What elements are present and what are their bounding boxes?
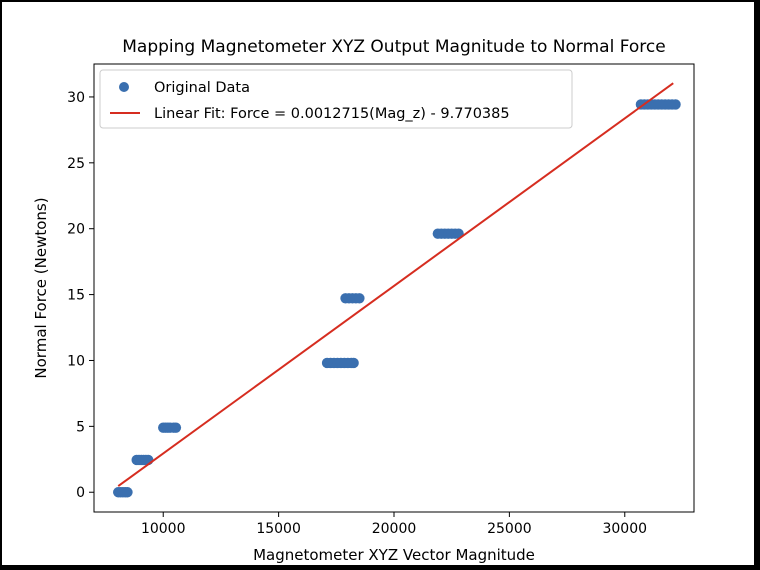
y-axis-ticks: 0 5 10 15 20 25 30 [67, 90, 94, 501]
plot-background [94, 64, 694, 512]
data-point [354, 293, 365, 304]
x-tick-label: 20000 [372, 521, 417, 537]
chart-title: Mapping Magnetometer XYZ Output Magnitud… [122, 37, 665, 57]
x-tick-label: 15000 [256, 521, 301, 537]
y-tick-label: 15 [67, 288, 85, 304]
linear-fit-line [117, 82, 674, 487]
legend-box [99, 69, 573, 129]
x-axis-label: Magnetometer XYZ Vector Magnitude [253, 546, 535, 564]
scatter-series-original-data [113, 99, 681, 498]
data-point [170, 422, 182, 433]
y-tick-label: 0 [76, 485, 85, 501]
x-axis-ticks: 10000 15000 20000 25000 30000 [141, 512, 647, 537]
x-tick-label: 30000 [602, 521, 647, 537]
data-point [670, 99, 681, 110]
x-tick-label: 10000 [141, 521, 186, 537]
plot-area [93, 63, 695, 513]
y-tick-label: 5 [76, 419, 85, 435]
legend-label-original-data: Original Data [154, 80, 250, 96]
y-tick-label: 30 [67, 90, 85, 106]
y-tick-label: 25 [67, 156, 85, 172]
x-tick-label: 25000 [487, 521, 532, 537]
figure-frame: Mapping Magnetometer XYZ Output Magnitud… [2, 2, 754, 565]
data-point [122, 487, 133, 498]
y-tick-label: 10 [67, 353, 85, 369]
legend-label-linear-fit: Linear Fit: Force = 0.0012715(Mag_z) - 9… [154, 106, 510, 122]
legend-marker-original-data [119, 82, 129, 92]
data-point [348, 357, 359, 369]
legend: Original Data Linear Fit: Force = 0.0012… [99, 69, 573, 129]
y-axis-label: Normal Force (Newtons) [32, 197, 50, 378]
chart-canvas: Mapping Magnetometer XYZ Output Magnitud… [32, 37, 695, 564]
y-tick-label: 20 [67, 222, 85, 238]
